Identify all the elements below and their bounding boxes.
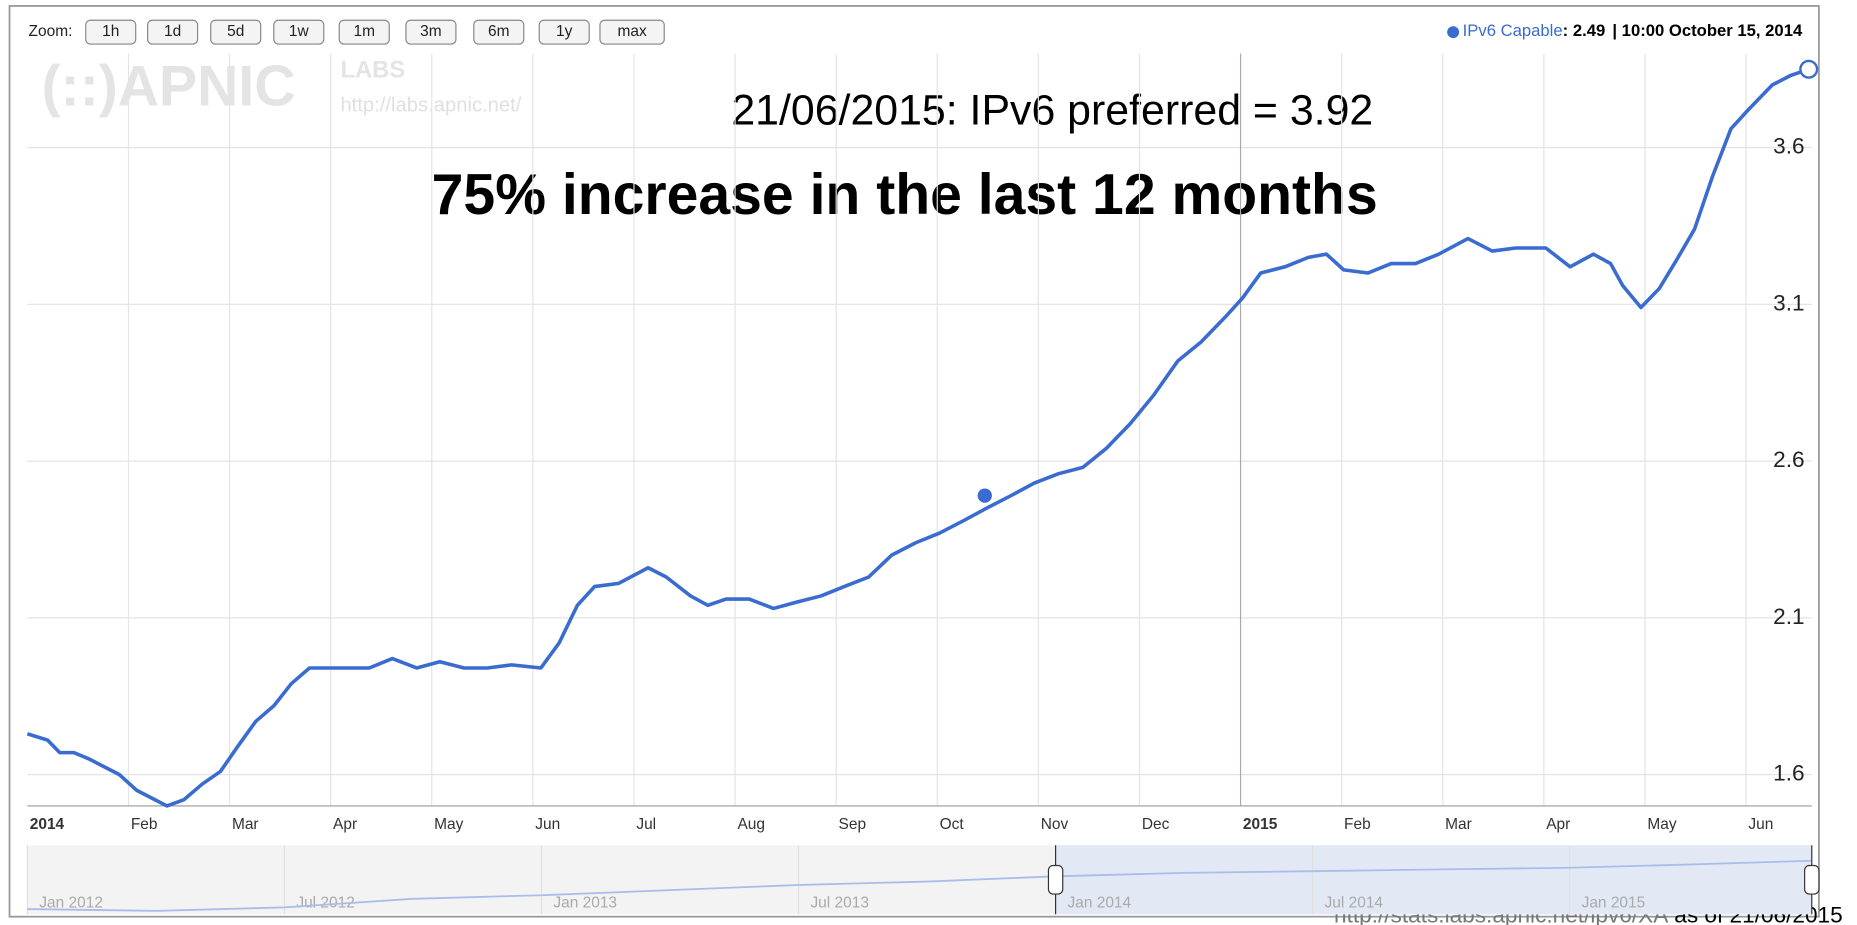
x-tick-label: Jun	[1748, 816, 1773, 833]
x-tick-label: May	[1647, 816, 1676, 833]
zoom-button-label: 1d	[164, 23, 181, 40]
y-tick-label: 1.6	[1773, 761, 1804, 786]
zoom-button-bg	[85, 19, 137, 45]
legend: IPv6 Capable: 2.49 | 10:00 October 15, 20…	[1463, 22, 1803, 41]
x-tick-label: Aug	[737, 816, 765, 833]
x-tick-label: Apr	[1546, 816, 1570, 833]
zoom-button-label: 1w	[289, 23, 310, 40]
end-marker	[1799, 59, 1819, 79]
legend-dot	[1447, 26, 1460, 39]
zoom-button-bg	[273, 19, 325, 45]
x-tick-label: Nov	[1041, 816, 1069, 833]
zoom-button-label: 1y	[556, 23, 573, 40]
navigator-handle[interactable]	[1804, 864, 1820, 895]
navigator-label: Jul 2013	[810, 895, 868, 912]
zoom-button-bg	[599, 19, 665, 45]
zoom-button-label: 1h	[102, 23, 119, 40]
series-line	[26, 67, 1810, 808]
zoom-button-label: 6m	[488, 23, 509, 40]
x-tick-label: Oct	[940, 816, 965, 833]
x-tick-label: Mar	[1445, 816, 1472, 833]
navigator-handle[interactable]	[1047, 864, 1064, 895]
x-tick-label: Mar	[232, 816, 259, 833]
watermark-logo: (::)APNIC	[42, 55, 296, 119]
zoom-button-bg	[147, 19, 199, 45]
x-tick-label: 2015	[1243, 816, 1278, 833]
watermark-url: http://labs.apnic.net/	[340, 94, 521, 116]
annotation: 75% increase in the last 12 months	[432, 163, 1378, 227]
x-tick-label: Jun	[535, 816, 560, 833]
zoom-button-bg	[210, 19, 262, 45]
zoom-button-label: 1m	[354, 23, 375, 40]
zoom-label: Zoom:	[29, 23, 73, 40]
zoom-button-bg	[473, 19, 525, 45]
legend-time: | 10:00 October 15, 2014	[1612, 22, 1803, 41]
x-tick-label: Feb	[131, 816, 158, 833]
navigator-label: Jan 2014	[1068, 895, 1132, 912]
x-tick-label: Jul	[636, 816, 656, 833]
zoom-button[interactable]: 3m	[405, 19, 457, 45]
navigator-line	[27, 859, 1812, 912]
legend-name: IPv6 Capable	[1463, 22, 1563, 41]
hover-marker	[977, 488, 992, 503]
x-tick-label: Dec	[1142, 816, 1170, 833]
zoom-button[interactable]: 6m	[473, 19, 525, 45]
zoom-button[interactable]: 1h	[85, 19, 137, 45]
x-tick-label: Feb	[1344, 816, 1371, 833]
zoom-button[interactable]: 1w	[273, 19, 325, 45]
navigator-selection	[1055, 845, 1812, 915]
zoom-button-label: max	[617, 23, 646, 40]
annotation: 21/06/2015: IPv6 preferred = 3.92	[731, 86, 1373, 134]
y-tick-label: 2.1	[1773, 604, 1804, 629]
y-tick-label: 3.1	[1773, 290, 1804, 315]
zoom-button[interactable]: max	[599, 19, 665, 45]
zoom-button[interactable]: 1d	[147, 19, 199, 45]
zoom-button[interactable]: 1y	[538, 19, 590, 45]
zoom-button[interactable]: 1m	[338, 19, 390, 45]
zoom-button-label: 5d	[227, 23, 244, 40]
navigator-label: Jul 2014	[1325, 895, 1384, 912]
zoom-button[interactable]: 5d	[210, 19, 262, 45]
legend-value: : 2.49	[1563, 22, 1606, 41]
navigator-label: Jan 2013	[553, 895, 617, 912]
navigator-label: Jul 2012	[296, 895, 354, 912]
navigator-label: Jan 2012	[39, 895, 103, 912]
x-tick-label: Apr	[333, 816, 357, 833]
x-tick-label: 2014	[30, 816, 65, 833]
zoom-button-bg	[405, 19, 457, 45]
zoom-button-label: 3m	[420, 23, 441, 40]
watermark-labs: LABS	[340, 57, 405, 84]
x-tick-label: Sep	[839, 816, 867, 833]
zoom-button-bg	[338, 19, 390, 45]
y-tick-label: 2.6	[1773, 447, 1804, 472]
zoom-button-bg	[538, 19, 590, 45]
y-tick-label: 3.6	[1773, 134, 1804, 159]
x-tick-label: May	[434, 816, 463, 833]
navigator-label: Jan 2015	[1582, 895, 1646, 912]
